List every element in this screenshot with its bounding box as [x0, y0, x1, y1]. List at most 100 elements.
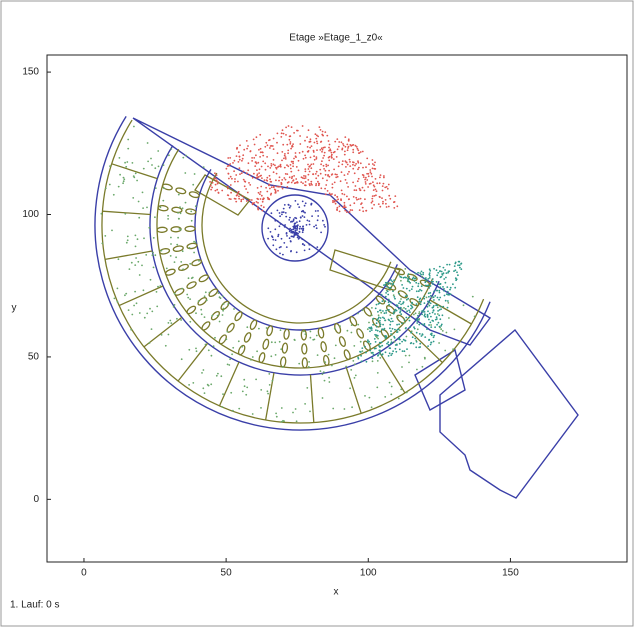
agent	[288, 219, 290, 221]
agent	[379, 326, 381, 328]
agent	[316, 156, 318, 158]
footer: 1. Lauf: 0 s	[10, 600, 59, 611]
agent	[302, 182, 304, 184]
agent	[377, 311, 379, 313]
agent	[355, 185, 357, 187]
agent	[428, 274, 430, 276]
agent	[168, 322, 170, 324]
agent	[293, 175, 295, 177]
agent	[385, 203, 387, 205]
agent	[283, 211, 285, 213]
agent	[278, 186, 280, 188]
agent	[278, 180, 280, 182]
agent	[438, 299, 440, 301]
agent	[440, 276, 442, 278]
agent	[283, 242, 285, 244]
agent	[216, 375, 218, 377]
agent	[304, 155, 306, 157]
agent	[357, 168, 359, 170]
agent	[376, 319, 378, 321]
agent	[295, 152, 297, 154]
agent	[391, 353, 393, 355]
agent	[111, 230, 113, 232]
agent	[323, 155, 325, 157]
agent	[332, 200, 334, 202]
agent	[339, 205, 341, 207]
agent	[408, 362, 410, 364]
agent	[341, 164, 343, 166]
agent	[351, 406, 353, 408]
agent	[320, 187, 322, 189]
agent	[276, 248, 278, 250]
agent	[216, 180, 218, 182]
agent	[270, 181, 272, 183]
agent	[400, 389, 402, 391]
agent	[375, 178, 377, 180]
agent	[282, 144, 284, 146]
agent	[413, 326, 415, 328]
agent	[333, 158, 335, 160]
agent	[288, 125, 290, 127]
agent	[349, 161, 351, 163]
agent	[419, 289, 421, 291]
agent	[394, 341, 396, 343]
agent	[317, 136, 319, 138]
agent	[362, 174, 364, 176]
agent	[421, 290, 423, 292]
agent	[434, 326, 436, 328]
agent	[327, 174, 329, 176]
agent	[117, 301, 119, 303]
agent	[373, 204, 375, 206]
agent	[399, 274, 401, 276]
agent	[289, 237, 291, 239]
agent	[326, 166, 328, 168]
agent	[313, 163, 315, 165]
agent	[357, 149, 359, 151]
agent	[311, 215, 313, 217]
agent	[258, 149, 260, 151]
agent	[279, 225, 281, 227]
agent	[390, 283, 392, 285]
agent	[376, 182, 378, 184]
agent	[394, 298, 396, 300]
agent	[372, 195, 374, 197]
agent	[388, 355, 390, 357]
agent	[444, 350, 446, 352]
agent	[242, 198, 244, 200]
agent	[256, 175, 258, 177]
agent	[295, 182, 297, 184]
agent	[389, 287, 391, 289]
agent	[216, 174, 218, 176]
agent	[136, 302, 138, 304]
agent	[257, 206, 259, 208]
agent	[420, 303, 422, 305]
agent	[448, 294, 450, 296]
agent	[179, 228, 181, 230]
agent	[323, 168, 325, 170]
agent	[310, 157, 312, 159]
agent	[270, 193, 272, 195]
agent	[422, 333, 424, 335]
agent	[328, 147, 330, 149]
agent	[336, 138, 338, 140]
agent	[394, 329, 396, 331]
agent	[182, 268, 184, 270]
agent	[280, 166, 282, 168]
agent	[127, 148, 129, 150]
agent	[357, 324, 359, 326]
plot-area	[47, 55, 627, 562]
agent	[155, 187, 157, 189]
agent	[374, 334, 376, 336]
agent	[436, 324, 438, 326]
agent	[365, 166, 367, 168]
agent	[257, 187, 259, 189]
agent	[360, 341, 362, 343]
agent	[189, 321, 191, 323]
agent	[279, 341, 281, 343]
agent	[214, 337, 216, 339]
agent	[345, 146, 347, 148]
agent	[439, 292, 441, 294]
x-tick-label: 0	[81, 568, 87, 579]
agent	[406, 288, 408, 290]
agent	[314, 142, 316, 144]
